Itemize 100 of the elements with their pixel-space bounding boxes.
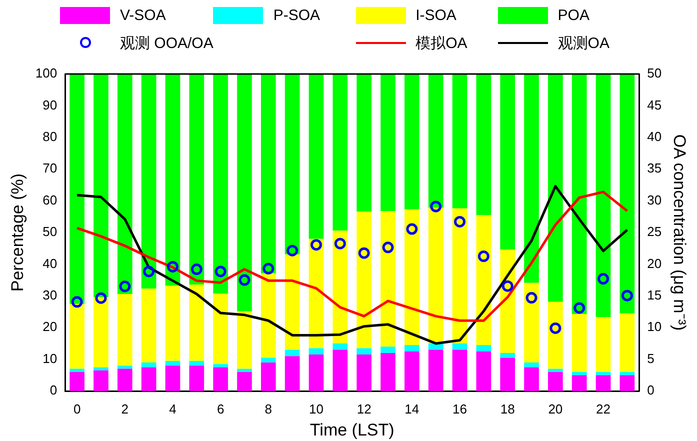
- point: [358, 247, 370, 259]
- bar: [572, 314, 587, 372]
- bar: [117, 74, 132, 294]
- bar: [596, 74, 611, 318]
- point: [262, 262, 274, 274]
- y-tick-label: 40: [42, 256, 58, 271]
- bar: [620, 74, 635, 314]
- bar: [404, 74, 420, 210]
- bar: [596, 372, 611, 376]
- bar: [141, 362, 156, 368]
- bar: [70, 304, 84, 369]
- bar: [572, 372, 587, 376]
- bar: [70, 368, 84, 372]
- point: [95, 292, 107, 304]
- y2-axis-title: OA concentration (μg m⁻³): [670, 134, 690, 331]
- bar: [165, 74, 180, 286]
- bar: [70, 372, 84, 391]
- legend-label: 观测OA: [558, 34, 610, 52]
- y-tick-label: 60: [42, 192, 58, 208]
- bar: [524, 367, 539, 391]
- point: [454, 216, 466, 228]
- bar: [404, 351, 420, 391]
- bar: [213, 74, 228, 294]
- bar: [165, 360, 180, 366]
- bar: [476, 74, 492, 216]
- bar: [428, 74, 444, 208]
- y2-tick-label: 15: [647, 287, 662, 302]
- bar: [284, 350, 300, 356]
- y-tick-label: 90: [42, 97, 58, 112]
- bar: [237, 74, 252, 312]
- bar: [500, 358, 515, 391]
- y-tick-label: 50: [42, 224, 58, 240]
- legend-label: 观测 OOA/OA: [120, 34, 214, 52]
- bar: [356, 212, 372, 348]
- point: [190, 264, 202, 276]
- bar: [237, 311, 252, 369]
- bar: [189, 74, 204, 284]
- bar: [452, 350, 468, 391]
- y2-tick-label: 40: [647, 128, 662, 144]
- y2-tick-label: 45: [647, 97, 662, 112]
- bar: [356, 74, 372, 212]
- bar: [237, 368, 252, 372]
- bar: [308, 74, 324, 239]
- x-tick-label: 20: [548, 401, 563, 416]
- bar: [189, 360, 204, 366]
- x-tick-label: 22: [596, 401, 610, 416]
- y2-tick-label: 50: [647, 66, 662, 81]
- x-tick-label: 14: [404, 401, 420, 416]
- y-tick-label: 20: [42, 319, 58, 334]
- bar: [70, 74, 84, 304]
- bar: [332, 74, 348, 231]
- bar: [620, 372, 635, 376]
- y-axis-title: Percentage (%): [8, 173, 27, 292]
- point: [406, 223, 418, 235]
- bar: [500, 352, 515, 358]
- y2-tick-label: 20: [647, 256, 662, 271]
- bar: [332, 230, 348, 344]
- bar: [596, 375, 611, 391]
- bar: [117, 294, 132, 366]
- bar: [332, 343, 348, 350]
- bar: [452, 343, 468, 350]
- bar: [548, 302, 563, 369]
- point: [310, 239, 322, 251]
- y-tick-label: 70: [42, 160, 58, 176]
- bar: [237, 372, 252, 391]
- point: [143, 266, 155, 278]
- point: [214, 266, 226, 278]
- bar: [428, 350, 444, 391]
- point: [550, 322, 562, 334]
- point: [334, 238, 346, 250]
- bar: [332, 350, 348, 391]
- bar: [213, 367, 228, 391]
- x-axis-title: Time (LST): [310, 420, 394, 440]
- point: [574, 302, 586, 314]
- bar: [572, 74, 587, 314]
- bar: [476, 351, 492, 391]
- x-tick-label: 4: [169, 401, 176, 416]
- bar: [596, 317, 611, 372]
- bar: [117, 368, 132, 391]
- bar: [548, 74, 563, 302]
- bar: [213, 294, 228, 364]
- bar: [380, 346, 396, 353]
- bar: [141, 74, 156, 289]
- x-tick-label: 10: [309, 401, 324, 416]
- x-tick-label: 18: [500, 401, 515, 416]
- bar: [524, 74, 539, 283]
- bar: [500, 74, 515, 250]
- bar: [308, 238, 324, 348]
- bar: [452, 74, 468, 208]
- x-tick-label: 6: [216, 401, 224, 416]
- bar: [94, 297, 108, 368]
- bar: [548, 372, 563, 391]
- bar: [380, 74, 396, 211]
- point: [621, 290, 633, 302]
- bar: [380, 210, 396, 347]
- bar: [117, 366, 132, 369]
- y2-tick-label: 10: [647, 319, 662, 334]
- bar: [428, 208, 444, 344]
- point: [71, 296, 83, 308]
- bar: [165, 366, 180, 391]
